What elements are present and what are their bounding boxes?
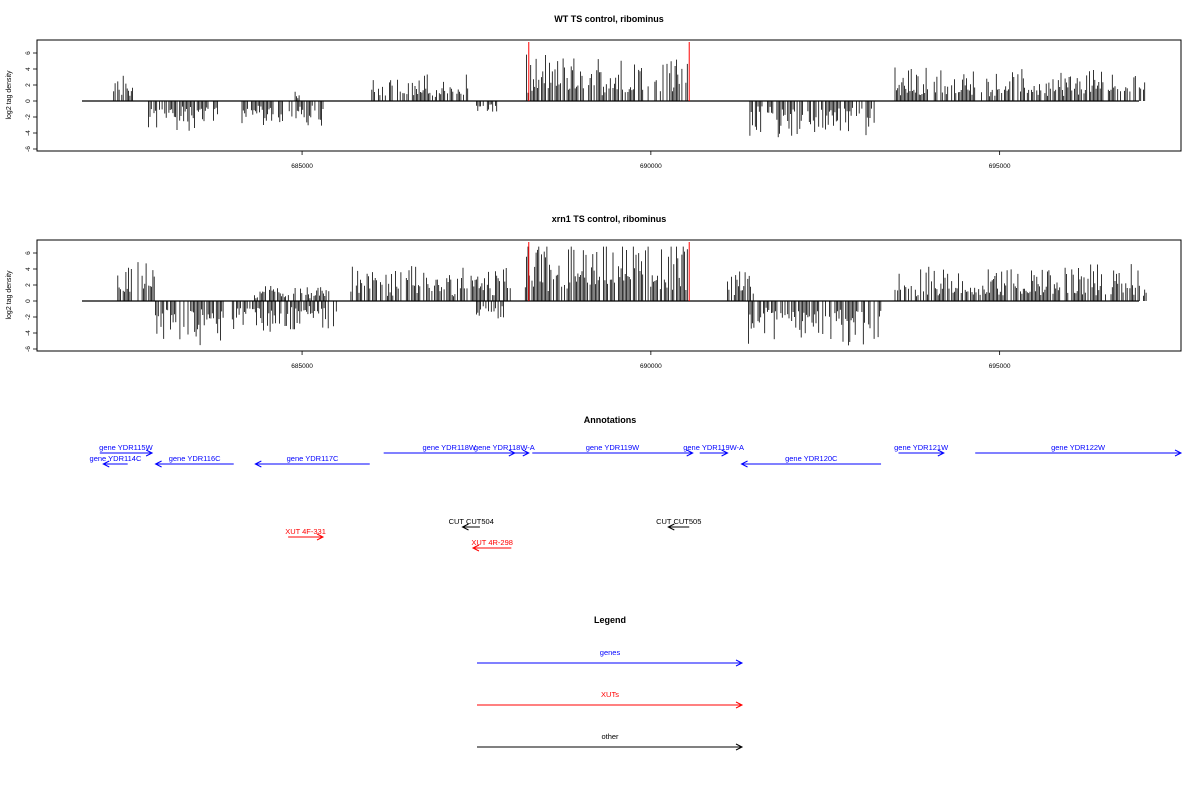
panel-title: xrn1 TS control, ribominus: [552, 214, 667, 224]
annotation-feature: gene YDR116C: [154, 454, 234, 468]
annotation-label: gene YDR121W: [894, 443, 949, 452]
annotation-track: gene YDR115W gene YDR114C gene YDR116C gene…: [90, 443, 1183, 552]
y-axis: -6 -4 -2 0 2 4 6: [25, 251, 37, 352]
annotation-label: XUT 4R-298: [471, 538, 513, 547]
y-axis-label: log2 tag density: [6, 70, 13, 120]
annotation-label: gene YDR118W-A: [474, 443, 535, 452]
annotation-label: gene YDR115W: [99, 443, 153, 452]
legend-title: Legend: [594, 615, 626, 625]
x-tick-label: 690000: [640, 363, 662, 370]
y-axis-label: log2 tag density: [6, 270, 13, 320]
y-axis: -6 -4 -2 0 2 4 6: [25, 51, 37, 152]
arrow-head: [1174, 449, 1183, 457]
plot-frame: [36, 239, 1182, 352]
arrow-head: [522, 449, 530, 457]
y-tick-label: 4: [25, 267, 32, 271]
legend: genes XUTs other: [477, 648, 744, 751]
x-tick-label: 685000: [291, 163, 313, 170]
xrn1-density-panel: xrn1 TS control, ribominus log2 tag dens…: [6, 214, 1182, 370]
arrow-head: [316, 533, 325, 541]
annotation-feature: gene YDR117C: [254, 454, 370, 468]
y-tick-label: -4: [25, 330, 32, 336]
annotation-feature: XUT 4F-331: [285, 527, 326, 541]
legend-label: genes: [600, 648, 621, 657]
annotation-label: CUT CUT505: [656, 517, 701, 526]
arrow-head: [721, 449, 729, 457]
annotation-label: gene YDR117C: [287, 454, 339, 463]
annotation-feature: gene YDR119W-A: [683, 443, 744, 457]
arrow-head: [735, 743, 744, 751]
annotation-label: gene YDR116C: [169, 454, 221, 463]
annotation-feature: gene YDR120C: [740, 454, 882, 468]
y-tick-label: 6: [25, 251, 32, 255]
annotation-label: CUT CUT504: [449, 517, 494, 526]
region-markers: [528, 42, 690, 101]
y-tick-label: 0: [25, 99, 32, 103]
legend-entry: XUTs: [477, 690, 744, 709]
legend-label: XUTs: [601, 690, 619, 699]
density-bars: [117, 246, 1147, 346]
annotation-label: gene YDR119W: [586, 443, 640, 452]
arrow-head: [471, 544, 480, 552]
region-markers: [528, 242, 690, 301]
legend-entry: genes: [477, 648, 744, 667]
annotation-feature: CUT CUT504: [449, 517, 494, 531]
y-tick-label: -2: [25, 114, 32, 120]
arrow-head: [254, 460, 262, 468]
legend-entry: other: [477, 732, 744, 751]
y-tick-label: 2: [25, 283, 32, 287]
density-bars: [113, 54, 1146, 138]
annotation-feature: gene YDR121W: [894, 443, 949, 457]
annotation-label: XUT 4F-331: [285, 527, 326, 536]
x-tick-label: 695000: [989, 363, 1011, 370]
annotation-label: gene YDR119W-A: [683, 443, 744, 452]
y-tick-label: -6: [25, 146, 32, 152]
x-axis: 685000 690000 695000: [291, 351, 1011, 370]
panel-title: WT TS control, ribominus: [554, 14, 664, 24]
arrow-head: [735, 701, 744, 709]
plot-frame: [36, 39, 1182, 152]
y-tick-label: 0: [25, 299, 32, 303]
annotation-label: gene YDR114C: [90, 454, 142, 463]
wt-density-panel: WT TS control, ribominus log2 tag densit…: [6, 14, 1182, 170]
y-tick-label: 2: [25, 83, 32, 87]
annotation-feature: gene YDR114C: [90, 454, 142, 468]
annotation-feature: gene YDR118W-A: [474, 443, 535, 457]
arrow-head: [102, 460, 110, 468]
arrow-head: [937, 449, 945, 457]
y-tick-label: 4: [25, 67, 32, 71]
annotations-title: Annotations: [584, 415, 637, 425]
annotation-feature: gene YDR119W: [532, 443, 694, 457]
x-axis: 685000 690000 695000: [291, 151, 1011, 170]
arrow-head: [740, 460, 748, 468]
arrow-head: [667, 523, 675, 531]
y-tick-label: -4: [25, 130, 32, 136]
y-tick-label: 6: [25, 51, 32, 55]
annotation-label: gene YDR122W: [1051, 443, 1106, 452]
annotation-label: gene YDR118W: [423, 443, 477, 452]
arrow-head: [461, 523, 469, 531]
annotation-feature: gene YDR115W: [99, 443, 154, 457]
legend-label: other: [601, 732, 619, 741]
x-tick-label: 690000: [640, 163, 662, 170]
x-tick-label: 685000: [291, 363, 313, 370]
annotation-feature: CUT CUT505: [656, 517, 701, 531]
arrow-head: [154, 460, 162, 468]
y-tick-label: -2: [25, 314, 32, 320]
annotation-feature: XUT 4R-298: [471, 538, 513, 552]
annotation-label: gene YDR120C: [785, 454, 838, 463]
x-tick-label: 695000: [989, 163, 1011, 170]
annotation-feature: gene YDR122W: [975, 443, 1183, 457]
arrow-head: [735, 659, 744, 667]
y-tick-label: -6: [25, 346, 32, 352]
arrow-head: [686, 449, 694, 457]
arrow-head: [145, 449, 154, 457]
